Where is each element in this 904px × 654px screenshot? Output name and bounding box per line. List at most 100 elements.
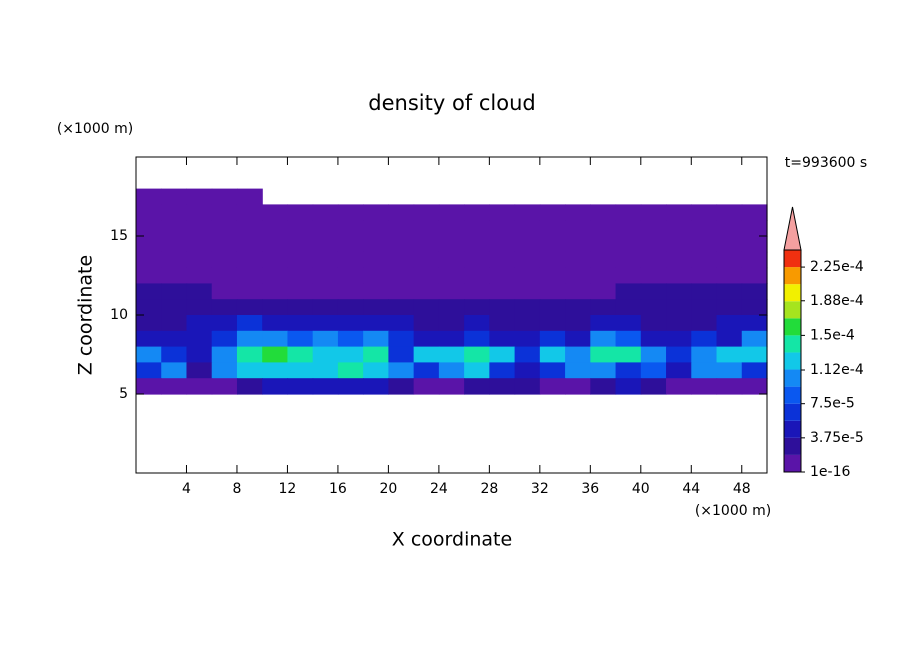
contour-cell xyxy=(186,315,213,332)
contour-cell xyxy=(741,267,768,284)
contour-cell xyxy=(438,283,465,300)
contour-cell xyxy=(287,236,314,253)
x-axis-label: X coordinate xyxy=(392,529,512,551)
contour-cell xyxy=(186,251,213,269)
contour-cell xyxy=(716,330,743,348)
colorbar-box xyxy=(784,335,801,353)
contour-cell xyxy=(388,236,415,253)
contour-cell xyxy=(640,204,667,221)
contour-cell xyxy=(413,220,440,237)
contour-cell xyxy=(388,362,415,379)
contour-cell xyxy=(211,204,238,221)
contour-cell xyxy=(287,251,314,269)
contour-cell xyxy=(262,267,289,284)
x-tick-label: 28 xyxy=(480,481,498,497)
contour-cell xyxy=(640,378,667,395)
contour-cell xyxy=(539,299,566,316)
contour-cell xyxy=(211,188,238,205)
contour-cell xyxy=(489,346,516,363)
contour-cell xyxy=(565,362,591,379)
contour-cell xyxy=(413,204,440,221)
contour-cell xyxy=(615,330,642,348)
contour-cell xyxy=(539,362,566,379)
contour-cell xyxy=(666,204,692,221)
colorbar-tick-label: 1.12e-4 xyxy=(810,362,864,378)
contour-cell xyxy=(590,267,617,284)
contour-cell xyxy=(337,299,364,316)
contour-cell xyxy=(262,204,289,221)
contour-cell xyxy=(161,378,188,395)
contour-cell xyxy=(716,378,743,395)
colorbar-tick-label: 3.75e-5 xyxy=(810,430,864,446)
contour-cell xyxy=(514,204,541,221)
contour-cell xyxy=(590,346,617,363)
contour-cell xyxy=(136,315,162,332)
contour-cell xyxy=(514,362,541,379)
contour-cell xyxy=(236,315,263,332)
contour-cell xyxy=(464,204,490,221)
contour-cell xyxy=(211,362,238,379)
colorbar-box xyxy=(784,369,801,387)
contour-cell xyxy=(312,204,339,221)
colorbar-box xyxy=(784,284,801,302)
contour-cell xyxy=(666,299,692,316)
contour-cell xyxy=(312,378,339,395)
contour-cell xyxy=(640,283,667,300)
contour-cell xyxy=(514,283,541,300)
contour-cell xyxy=(337,220,364,237)
colorbar-box xyxy=(784,454,801,472)
contour-cell xyxy=(640,299,667,316)
contour-cell xyxy=(186,267,213,284)
contour-cell xyxy=(388,330,415,348)
contour-cell xyxy=(741,315,768,332)
contour-cell xyxy=(186,299,213,316)
contour-cell xyxy=(716,220,743,237)
contour-cell xyxy=(464,330,490,348)
colorbar-box xyxy=(784,267,801,285)
contour-cell xyxy=(615,362,642,379)
contour-cell xyxy=(287,330,314,348)
contour-cell xyxy=(312,330,339,348)
contour-cell xyxy=(236,188,263,205)
contour-cell xyxy=(136,299,162,316)
contour-cell xyxy=(464,378,490,395)
colorbar-box xyxy=(784,318,801,336)
contour-cell xyxy=(565,220,591,237)
contour-cell xyxy=(287,283,314,300)
contour-cell xyxy=(438,220,465,237)
contour-cell xyxy=(211,330,238,348)
contour-cell xyxy=(539,346,566,363)
contour-cell xyxy=(438,378,465,395)
contour-cell xyxy=(438,346,465,363)
contour-cell xyxy=(640,346,667,363)
contour-cell xyxy=(287,346,314,363)
contour-cell xyxy=(514,330,541,348)
contour-cell xyxy=(262,362,289,379)
contour-cell xyxy=(236,283,263,300)
contour-cell xyxy=(640,220,667,237)
contour-cell xyxy=(312,299,339,316)
contour-cell xyxy=(539,378,566,395)
contour-cell xyxy=(337,346,364,363)
contour-cell xyxy=(388,283,415,300)
contour-cell xyxy=(514,378,541,395)
colorbar-box xyxy=(784,352,801,370)
contour-cell xyxy=(514,220,541,237)
contour-cell xyxy=(741,220,768,237)
contour-cell xyxy=(666,315,692,332)
contour-cell xyxy=(464,315,490,332)
contour-cell xyxy=(312,362,339,379)
contour-cell xyxy=(337,330,364,348)
contour-cell xyxy=(136,251,162,269)
contour-cell xyxy=(337,378,364,395)
contour-cell xyxy=(388,251,415,269)
contour-cell xyxy=(236,220,263,237)
contour-cell xyxy=(691,378,718,395)
contour-cell xyxy=(363,330,389,348)
y-axis-label: Z coordinate xyxy=(75,255,97,375)
contour-cell xyxy=(211,251,238,269)
colorbar-box xyxy=(784,420,801,438)
contour-cell xyxy=(514,267,541,284)
contour-cell xyxy=(211,283,238,300)
contour-cell xyxy=(136,204,162,221)
